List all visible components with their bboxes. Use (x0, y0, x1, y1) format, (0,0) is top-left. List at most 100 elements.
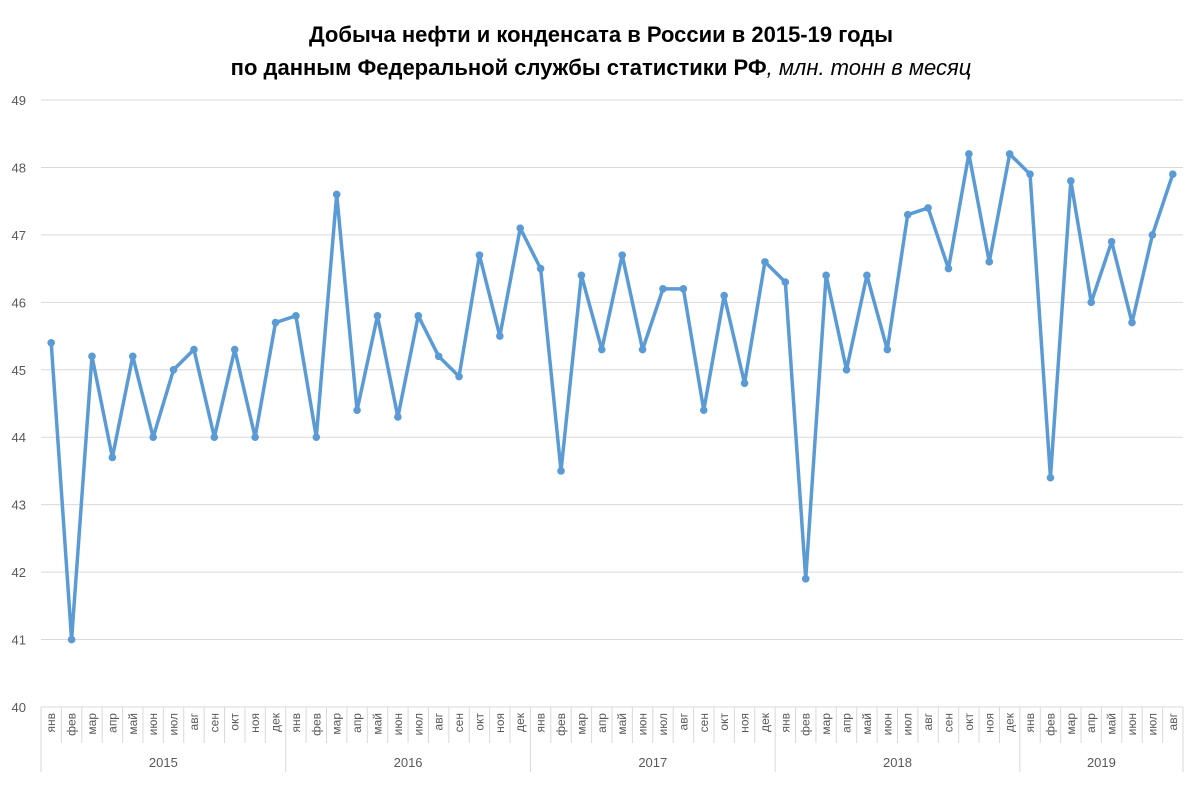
x-tick-label: авг (676, 712, 690, 730)
data-point (699, 406, 708, 415)
data-point (353, 406, 361, 415)
x-tick-label: авг (921, 712, 935, 730)
data-point (1107, 237, 1116, 246)
year-label: 2017 (638, 755, 667, 770)
x-tick-label: мар (574, 713, 588, 735)
y-tick-label: 44 (12, 430, 26, 445)
x-tick-label: янв (534, 713, 548, 733)
data-point (944, 264, 953, 273)
data-point (312, 433, 321, 442)
x-tick-label: мар (330, 713, 344, 735)
data-point (128, 352, 137, 361)
x-tick-label: июн (636, 713, 650, 735)
year-label: 2019 (1087, 755, 1116, 770)
x-tick-label: май (1105, 713, 1119, 735)
x-tick-label: апр (1084, 713, 1098, 733)
data-point (761, 258, 769, 266)
x-tick-label: ноя (982, 713, 996, 733)
year-label: 2018 (883, 755, 912, 770)
data-point (1087, 298, 1096, 307)
data-point (434, 352, 443, 361)
x-tick-label: фев (65, 713, 79, 736)
data-point (373, 312, 382, 320)
data-point (251, 433, 259, 442)
data-point (1128, 318, 1136, 327)
x-tick-label: окт (472, 713, 486, 731)
x-tick-label: янв (778, 713, 792, 733)
y-axis: 40 41 42 43 44 45 46 47 48 49 (12, 93, 26, 715)
gridlines (41, 99, 1183, 708)
x-tick-label: фев (554, 713, 568, 736)
data-point (149, 433, 157, 442)
data-point (475, 251, 484, 259)
data-point (230, 345, 239, 354)
x-tick-label: июл (1145, 713, 1159, 735)
x-tick-label: июн (146, 713, 160, 735)
x-tick-label: окт (962, 713, 976, 731)
x-tick-label: сен (941, 713, 955, 732)
data-point (1046, 473, 1055, 482)
year-label: 2015 (149, 755, 178, 770)
data-point (414, 312, 423, 320)
data-point (679, 285, 688, 293)
x-tick-label: ноя (738, 713, 752, 733)
x-tick-label: авг (187, 712, 201, 730)
x-tick-label: дек (513, 712, 527, 732)
title-source: по данным Федеральной службы статистики … (230, 55, 767, 80)
x-tick-label: сен (452, 713, 466, 732)
data-point (292, 312, 300, 320)
data-point (47, 339, 55, 347)
x-tick-label: ноя (493, 713, 507, 733)
data-point (1169, 170, 1177, 178)
y-tick-label: 42 (12, 565, 26, 580)
y-tick-label: 46 (12, 295, 26, 310)
data-point (169, 365, 178, 374)
x-tick-label: июл (901, 713, 915, 735)
x-tick-label: апр (105, 713, 119, 733)
x-tick-label: сен (697, 713, 711, 732)
data-point (536, 264, 545, 273)
data-point (1067, 177, 1075, 185)
x-tick-label: мар (85, 713, 99, 735)
x-tick-label: фев (799, 713, 813, 736)
x-tick-label: июл (656, 713, 670, 735)
data-point (271, 318, 280, 327)
year-label: 2016 (394, 755, 423, 770)
chart-title: Добыча нефти и конденсата в России в 201… (0, 18, 1202, 84)
data-point (516, 224, 525, 232)
data-point (801, 575, 810, 583)
data-point (1148, 231, 1157, 239)
data-point (883, 345, 892, 354)
x-tick-label: апр (595, 713, 609, 733)
data-point (577, 271, 586, 280)
x-tick-label: дек (269, 712, 283, 732)
series-oil-production (47, 150, 1177, 644)
data-point (985, 258, 994, 266)
x-tick-label: апр (350, 713, 364, 733)
data-point (108, 453, 117, 462)
data-point (332, 190, 341, 199)
data-point (88, 352, 96, 361)
data-point (557, 467, 565, 475)
x-tick-label: июн (880, 713, 894, 735)
x-tick-label: сен (207, 713, 221, 732)
x-tick-label: фев (309, 713, 323, 736)
x-tick-label: апр (840, 713, 854, 733)
title-line-1: Добыча нефти и конденсата в России в 201… (308, 22, 893, 47)
y-tick-label: 47 (12, 228, 26, 243)
x-axis: янв фев мар апр май июн июл авг сен окт ноя дек янв ф… (40, 707, 1184, 772)
y-tick-label: 48 (12, 160, 26, 175)
data-point (1005, 150, 1014, 158)
data-point (210, 433, 219, 442)
data-point (1026, 170, 1034, 178)
x-tick-label: авг (432, 712, 446, 730)
x-tick-label: окт (228, 713, 242, 731)
title-unit: , млн. тонн в месяц (766, 55, 972, 80)
data-point (496, 332, 504, 340)
x-tick-label: дек (1003, 712, 1017, 732)
data-point (659, 285, 667, 293)
data-point (822, 271, 830, 280)
y-tick-label: 49 (12, 93, 26, 108)
x-tick-label: июн (391, 713, 405, 735)
